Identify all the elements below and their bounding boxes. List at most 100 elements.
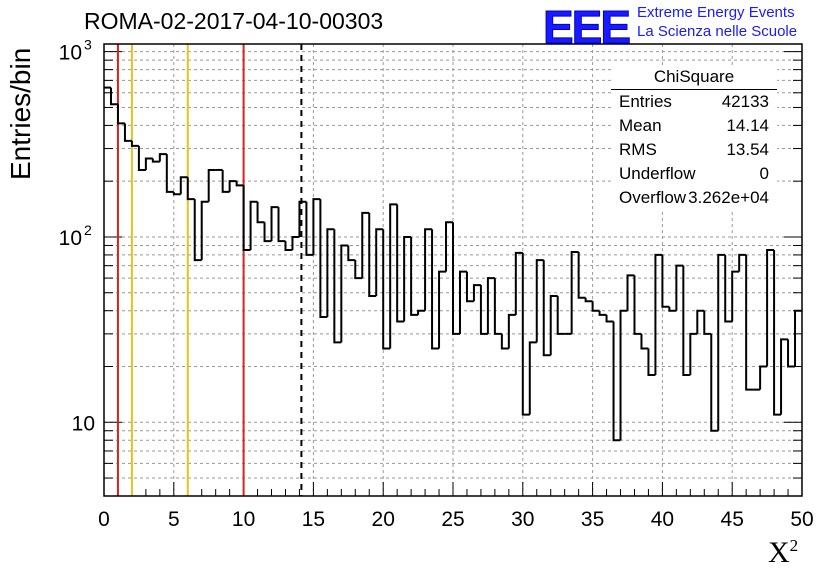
x-tick-label: 50 (790, 508, 813, 531)
stats-key: Overflow (619, 188, 687, 207)
histogram-bin (773, 250, 782, 416)
histogram-bin (424, 228, 433, 311)
histogram-bin (431, 229, 440, 350)
histogram-bin (521, 252, 530, 416)
histogram-bin (452, 222, 460, 335)
histogram-bin (347, 245, 356, 262)
histogram-bin (403, 235, 412, 322)
histogram-bin (151, 158, 160, 163)
x-axis-label-sup: 2 (789, 536, 799, 555)
x-tick-label: 30 (511, 508, 534, 531)
stats-key: Entries (619, 92, 672, 111)
histogram-bin (368, 212, 377, 298)
histogram-bin (256, 201, 265, 224)
chart-title: ROMA-02-2017-04-10-00303 (84, 8, 384, 34)
stats-key: Underflow (619, 164, 696, 183)
histogram-bin (458, 270, 467, 334)
histogram-bin (570, 250, 579, 334)
y-tick-exponent: 2 (84, 222, 92, 238)
histogram-bin (319, 199, 328, 318)
y-tick-label: 10 (59, 227, 82, 250)
x-axis-label: X2 (768, 536, 798, 570)
histogram-bin (228, 180, 237, 192)
x-tick-label: 15 (302, 508, 325, 531)
x-tick-label: 0 (98, 508, 110, 531)
histogram-bin (123, 123, 132, 142)
logo-line-1: Extreme Energy Events (637, 4, 795, 21)
histogram-bin (647, 348, 656, 376)
histogram-bin (759, 365, 768, 390)
stats-value: 42133 (721, 92, 769, 111)
plot-frame (103, 43, 803, 497)
histogram-bin (249, 200, 258, 251)
histogram-bin (361, 211, 370, 279)
histogram-bin (472, 284, 481, 302)
logo-line-2: La Scienza nelle Scuole (637, 23, 798, 40)
histogram-bin (465, 271, 474, 303)
histogram-bin (207, 168, 216, 202)
histogram-bin (417, 309, 426, 315)
histogram-bin (333, 229, 342, 344)
histogram-bin (780, 338, 789, 415)
histogram-bin (605, 314, 614, 323)
histogram-bin (312, 198, 321, 255)
histogram-bin (375, 228, 384, 297)
x-axis-label-base: X (768, 536, 790, 569)
histogram-bin (382, 229, 391, 350)
histogram-bin (298, 200, 307, 237)
histogram-bin (486, 277, 495, 334)
histogram-bin (542, 260, 551, 357)
histogram-bin (165, 154, 174, 193)
histogram-bin (703, 310, 712, 335)
histogram-bin (626, 274, 635, 311)
histogram-bin (277, 207, 286, 243)
histogram-bin (179, 176, 188, 195)
histogram-bin (549, 295, 558, 356)
stats-row-overflow: Overflow 3.262e+04 (611, 186, 777, 210)
histogram-bin (270, 206, 279, 242)
histogram-bin (717, 253, 726, 431)
y-axis-label: Entries/bin (5, 47, 36, 180)
histogram-bin (137, 145, 146, 171)
stats-box: ChiSquare Entries 42133 Mean 14.14 RMS 13.5… (611, 66, 777, 210)
histogram-bin (535, 259, 544, 343)
histogram-bin (284, 241, 293, 252)
histogram-bin (109, 87, 118, 106)
stats-row-mean: Mean 14.14 (611, 114, 777, 138)
stats-key: Mean (619, 116, 662, 135)
stats-title: ChiSquare (611, 66, 777, 90)
stats-row-entries: Entries 42133 (611, 90, 777, 114)
histogram-bin (577, 251, 586, 299)
histogram-bin (193, 199, 202, 262)
histogram-bin (242, 185, 251, 252)
histogram-bin (661, 254, 670, 308)
histogram-bin (354, 260, 363, 280)
histogram-bin (514, 251, 523, 315)
histogram-bin (640, 333, 649, 350)
histogram-bin (479, 285, 488, 335)
histogram-bin (186, 177, 195, 201)
histogram-bin (305, 201, 314, 256)
histogram-bin (633, 275, 642, 335)
histogram-bin (745, 254, 754, 391)
histogram-bin (619, 309, 628, 441)
histogram-bin (654, 253, 663, 375)
eee-logo: EEE (542, 1, 631, 54)
histogram-bin (438, 270, 447, 349)
histogram-bin (263, 222, 272, 243)
stats-value: 13.54 (726, 140, 769, 159)
stats-key: RMS (619, 140, 657, 159)
histogram-bin (221, 169, 230, 193)
histogram-bin (528, 341, 537, 415)
histogram-bin (766, 249, 775, 367)
stats-row-rms: RMS 13.54 (611, 138, 777, 162)
histogram-bin (500, 333, 509, 350)
histogram-bin (445, 221, 453, 272)
histogram-bin (507, 313, 516, 349)
stats-value: 14.14 (726, 116, 769, 135)
histogram-bin (340, 244, 349, 343)
histogram-bin (668, 306, 677, 312)
x-tick-label: 20 (372, 508, 395, 531)
histogram-bin (738, 253, 747, 272)
histogram-bin (682, 265, 691, 376)
